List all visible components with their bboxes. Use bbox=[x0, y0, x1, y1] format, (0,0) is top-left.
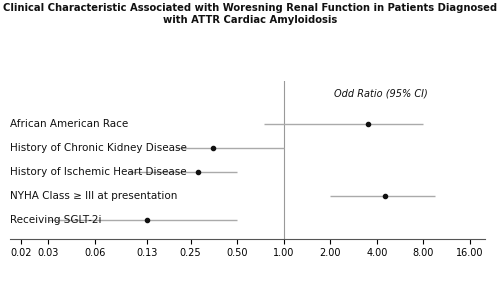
Text: History of Chronic Kidney Disease: History of Chronic Kidney Disease bbox=[10, 143, 187, 153]
Text: Odd Ratio (95% CI): Odd Ratio (95% CI) bbox=[334, 88, 428, 98]
Text: Receiving SGLT-2i: Receiving SGLT-2i bbox=[10, 214, 102, 225]
Text: Clinical Characteristic Associated with Woresning Renal Function in Patients Dia: Clinical Characteristic Associated with … bbox=[3, 3, 497, 24]
Text: History of Ischemic Heart Disease: History of Ischemic Heart Disease bbox=[10, 167, 186, 177]
Text: African American Race: African American Race bbox=[10, 119, 128, 129]
Text: NYHA Class ≥ III at presentation: NYHA Class ≥ III at presentation bbox=[10, 191, 177, 201]
